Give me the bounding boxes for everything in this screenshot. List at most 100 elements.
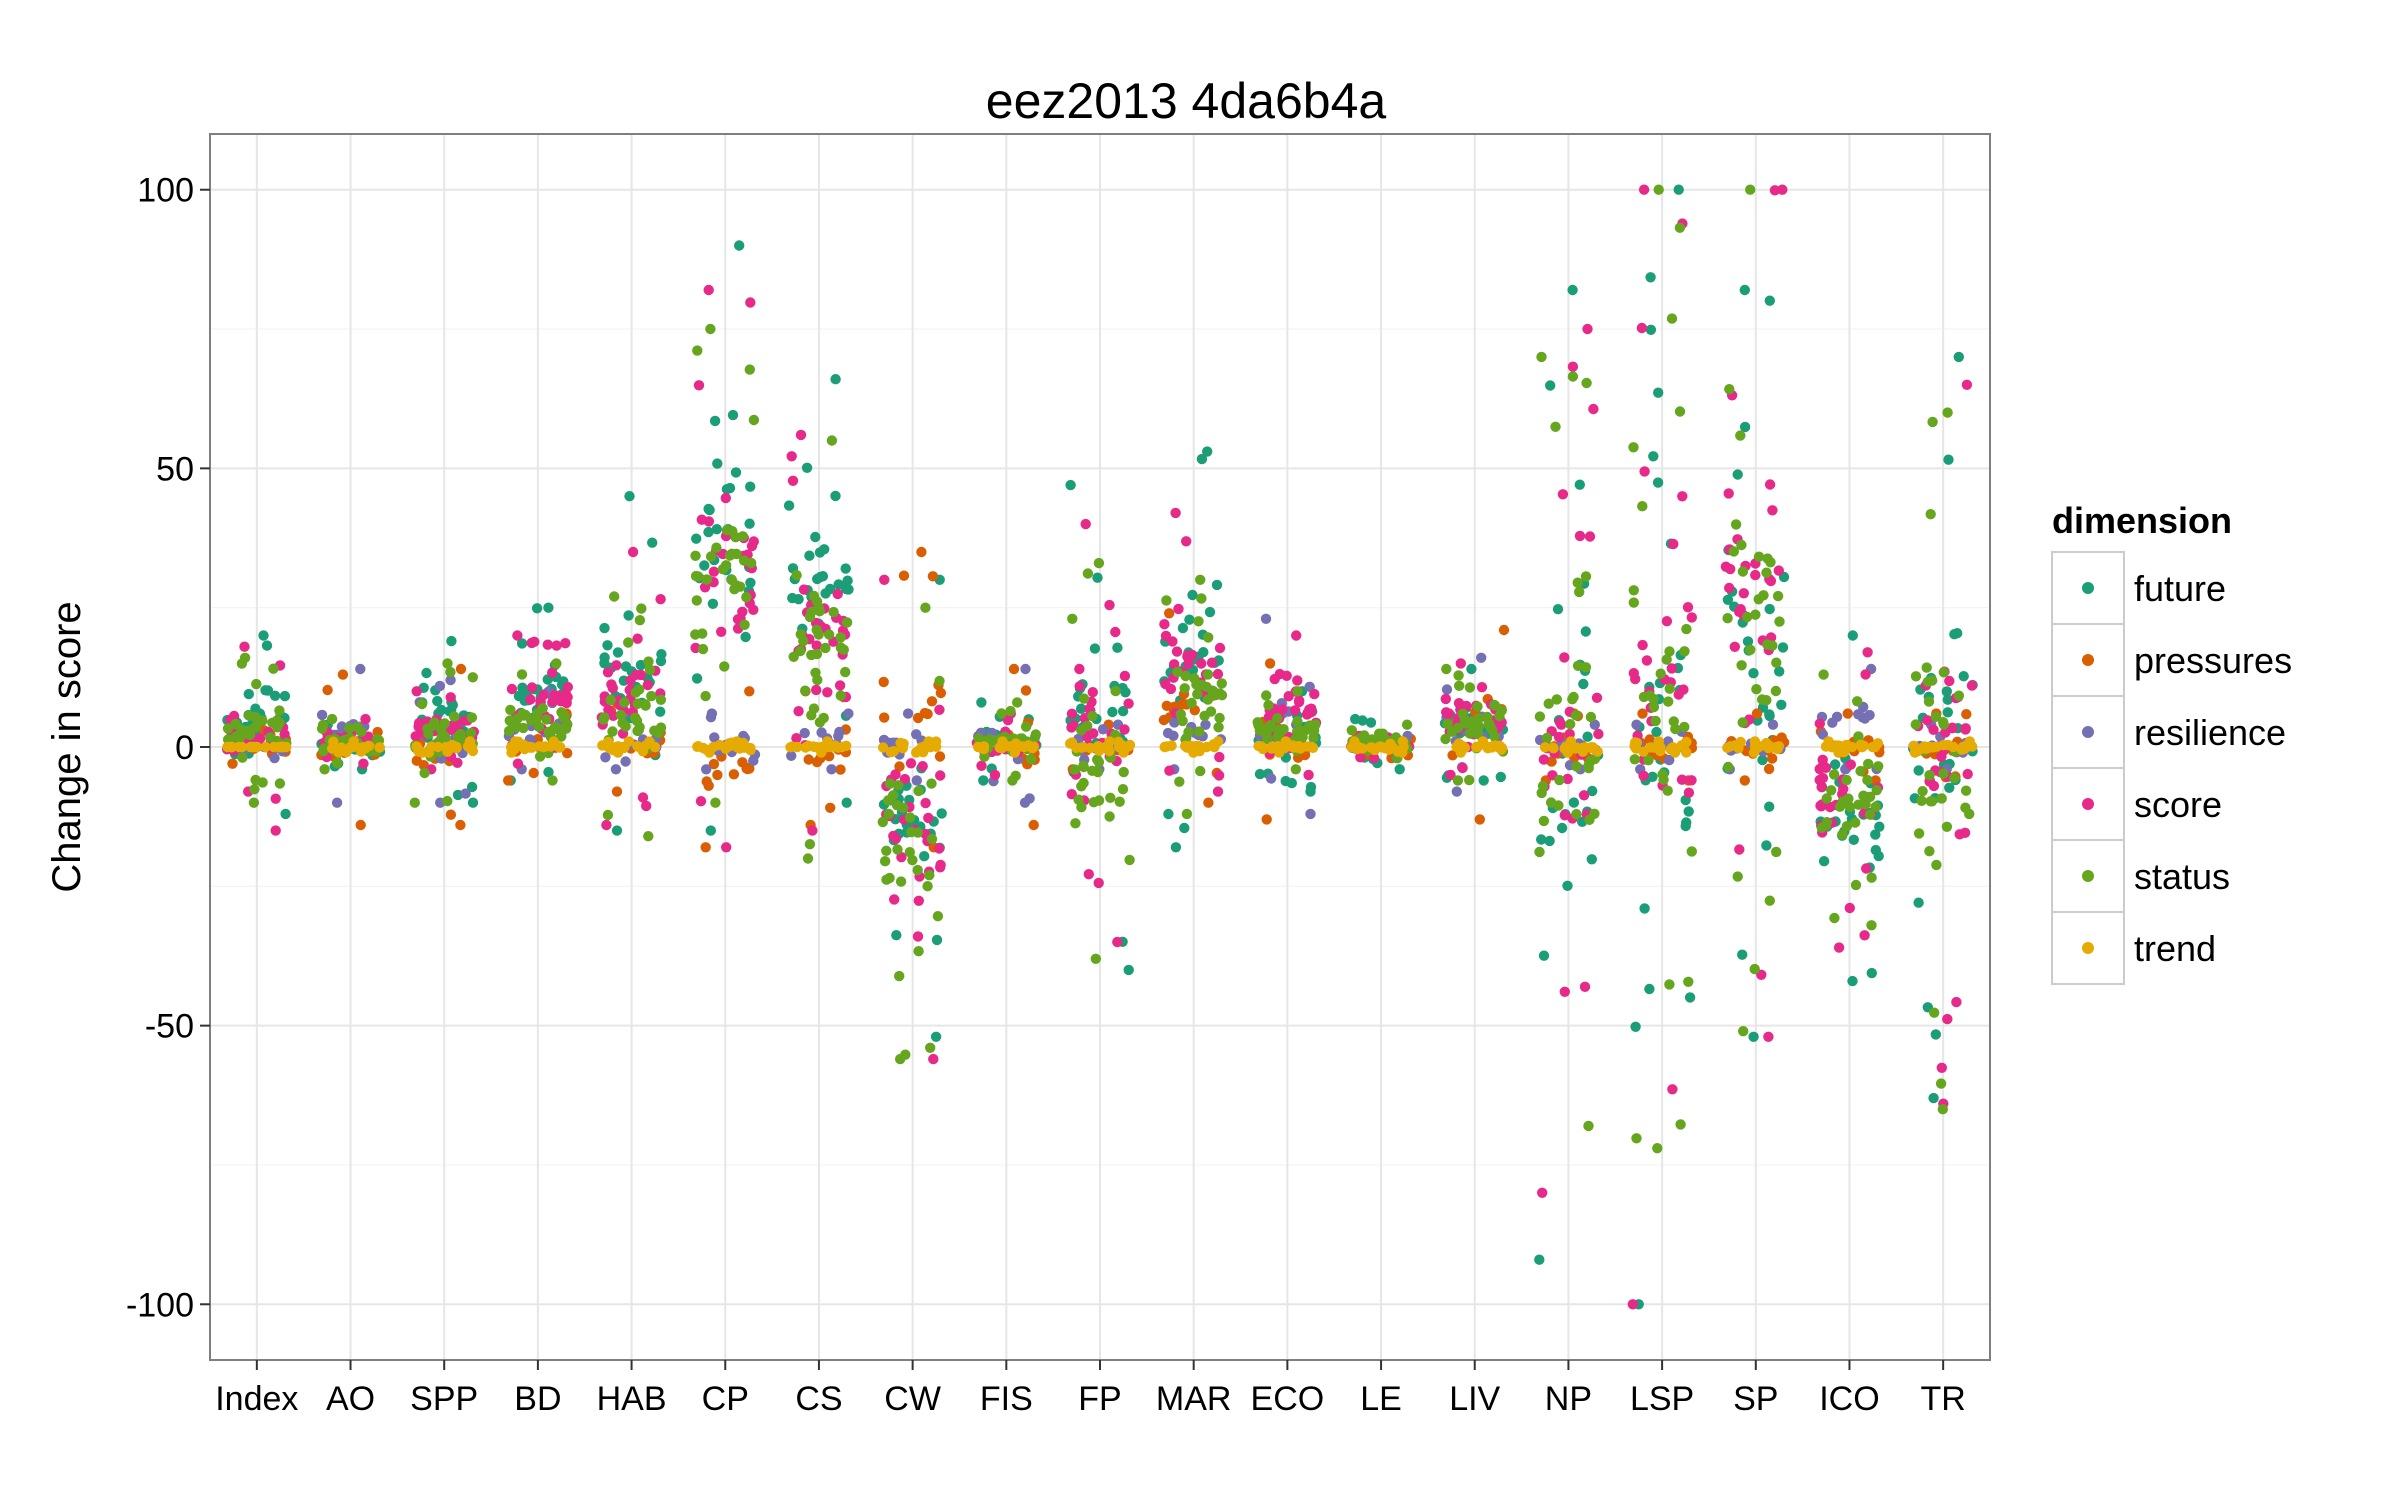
data-point-score (1584, 531, 1596, 542)
data-point-score (1641, 655, 1653, 666)
data-point-score (1559, 810, 1571, 821)
data-point-score (1553, 731, 1565, 743)
data-point-score (1556, 719, 1567, 730)
data-point-status (466, 712, 478, 723)
data-point-score (1942, 1013, 1953, 1025)
data-point-future (602, 640, 613, 651)
data-point-score (1303, 769, 1314, 781)
legend-marker (2082, 582, 2094, 594)
data-point-future (1870, 829, 1881, 840)
data-point-resilience (434, 680, 446, 692)
data-point-future (830, 490, 841, 502)
data-point-status (1177, 715, 1188, 727)
data-point-pressures (1020, 685, 1032, 696)
chart-title: eez2013 4da6b4a (986, 73, 1387, 129)
data-point-status (1921, 662, 1932, 673)
data-point-status (1466, 718, 1477, 729)
data-point-score (1281, 670, 1292, 681)
data-point-score (834, 680, 846, 691)
data-point-resilience (1589, 719, 1601, 730)
data-point-score (1723, 488, 1734, 499)
data-point-status (455, 733, 467, 745)
data-point-status (1924, 846, 1935, 857)
data-point-status (737, 531, 748, 542)
data-point-trend (356, 746, 367, 757)
data-point-future (1089, 643, 1101, 654)
data-point-future (1394, 764, 1405, 775)
data-point-future (1958, 671, 1969, 682)
data-point-status (788, 651, 799, 662)
data-point-score (695, 796, 707, 807)
data-point-status (1186, 697, 1197, 709)
data-point-resilience (620, 756, 631, 767)
data-point-status (1078, 761, 1089, 773)
data-point-status (1653, 184, 1664, 195)
data-point-resilience (826, 764, 837, 775)
data-point-resilience (445, 674, 456, 686)
data-point-status (1850, 817, 1861, 828)
data-point-score (1959, 827, 1971, 838)
data-point-trend (1365, 742, 1377, 753)
x-tick-label: SPP (410, 1380, 478, 1418)
data-point-status (810, 667, 821, 678)
data-point-status (1172, 666, 1183, 678)
data-point-status (894, 970, 905, 982)
x-tick-label: FP (1078, 1380, 1121, 1418)
data-point-status (913, 946, 924, 957)
data-point-trend (994, 742, 1005, 753)
data-point-score (1673, 689, 1684, 700)
data-point-trend (1352, 743, 1363, 755)
data-point-future (840, 563, 851, 574)
data-point-status (230, 731, 241, 742)
data-point-score (1291, 630, 1302, 641)
data-point-future (930, 1031, 942, 1043)
data-point-trend (1454, 742, 1465, 754)
data-point-pressures (1203, 797, 1214, 808)
data-point-score (632, 633, 643, 644)
data-point-status (1584, 814, 1595, 825)
data-point-future (1112, 642, 1123, 653)
data-point-status (1821, 793, 1832, 804)
data-point-status (1686, 846, 1698, 857)
data-point-pressures (337, 669, 349, 680)
data-point-future (919, 851, 930, 862)
data-point-status (720, 560, 732, 571)
data-point-trend (649, 742, 661, 753)
data-point-status (1762, 553, 1773, 564)
data-point-status (828, 606, 839, 618)
data-point-status (1010, 770, 1021, 781)
data-point-pressures (824, 751, 835, 762)
data-point-status (700, 690, 711, 702)
x-tick-label: AO (326, 1380, 375, 1418)
data-point-future (1538, 950, 1550, 961)
data-point-score (608, 710, 619, 721)
data-point-pressures (411, 755, 422, 766)
data-point-future (1648, 451, 1659, 462)
data-point-score (822, 687, 833, 698)
data-point-status (605, 694, 616, 706)
data-point-status (1772, 590, 1784, 602)
data-point-status (1732, 871, 1743, 882)
data-point-status (1452, 722, 1464, 734)
data-point-resilience (331, 797, 343, 808)
data-point-trend (792, 741, 803, 753)
data-point-score (1212, 668, 1224, 680)
data-point-status (1203, 632, 1214, 643)
legend: dimension future pressures resilience score… (2051, 500, 2292, 985)
data-point-status (1663, 696, 1674, 707)
data-point-status (274, 717, 285, 728)
data-point-future (1568, 797, 1580, 808)
data-point-resilience (705, 712, 717, 723)
data-point-status (1674, 406, 1686, 417)
data-point-status (1114, 796, 1125, 807)
x-tick-label: LE (1360, 1380, 1402, 1418)
data-point-trend (1761, 737, 1772, 749)
data-point-score (1820, 762, 1832, 773)
data-point-future (258, 630, 269, 641)
data-point-resilience (1767, 719, 1779, 730)
data-point-status (1401, 719, 1413, 730)
data-point-status (1753, 594, 1764, 605)
data-point-future (1761, 840, 1772, 851)
data-point-future (655, 706, 666, 717)
data-point-resilience (834, 726, 845, 738)
